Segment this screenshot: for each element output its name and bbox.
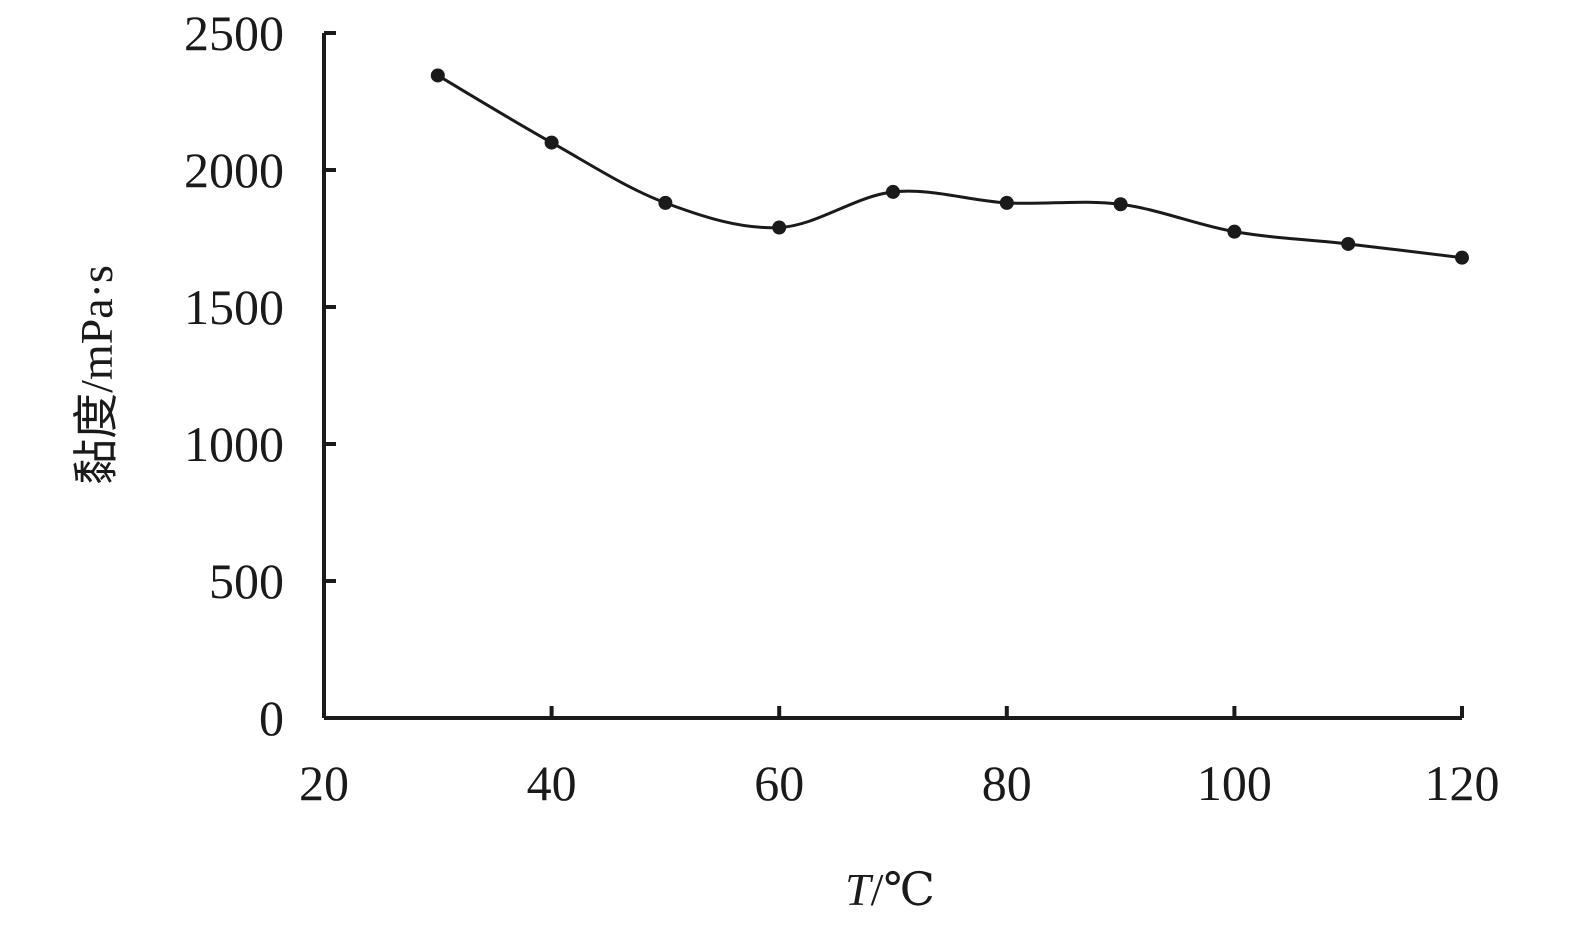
y-tick-label: 2000 — [184, 142, 284, 198]
y-tick-label: 500 — [209, 553, 284, 609]
x-axis-title: T/℃ — [845, 864, 935, 915]
data-point — [886, 184, 900, 199]
x-ticks: 20 40 60 80 100 120 — [299, 706, 1500, 811]
y-tick-label: 1000 — [184, 416, 284, 472]
x-tick-label: 60 — [754, 755, 804, 811]
series-markers — [430, 68, 1469, 265]
y-tick-label: 2500 — [184, 5, 284, 61]
plot-area — [430, 68, 1469, 265]
x-tick-label: 20 — [299, 755, 349, 811]
data-point — [1341, 236, 1356, 251]
y-tick-label: 0 — [259, 690, 284, 746]
data-point — [999, 195, 1014, 210]
y-ticks: 0 500 1000 1500 2000 2500 — [184, 5, 336, 746]
data-point — [544, 135, 559, 150]
data-point — [1113, 197, 1128, 212]
data-point — [1227, 224, 1242, 239]
data-point — [658, 195, 673, 210]
x-tick-label: 40 — [527, 755, 577, 811]
x-tick-label: 100 — [1197, 755, 1272, 811]
data-point — [1455, 250, 1469, 265]
series-line — [437, 74, 1463, 260]
data-point — [430, 68, 445, 83]
x-tick-label: 120 — [1425, 755, 1500, 811]
y-axis-title: 黏度/mPa·s — [71, 265, 122, 485]
y-tick-label: 1500 — [184, 279, 284, 335]
data-point — [772, 220, 787, 235]
x-tick-label: 80 — [982, 755, 1032, 811]
